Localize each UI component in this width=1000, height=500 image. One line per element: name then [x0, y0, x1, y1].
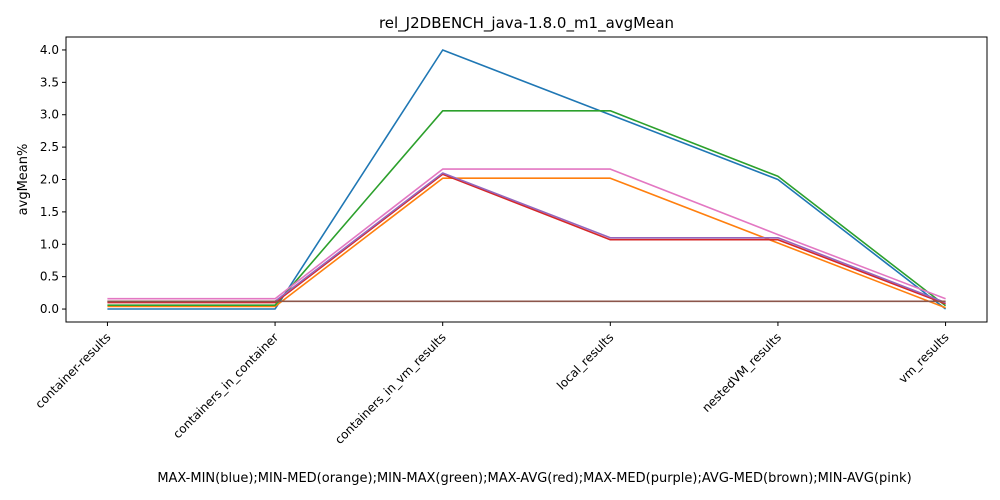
x-tick-label: vm_results [896, 330, 952, 386]
x-tick-label: containers_in_vm_results [332, 330, 449, 447]
plot-frame [65, 36, 988, 323]
x-tick-label: container-results [33, 330, 114, 411]
y-axis: 0.0 0.5 1.0 1.5 2.0 2.5 3.0 3.5 4.0 [40, 43, 66, 316]
y-axis-title: avgMean% [16, 144, 31, 216]
x-tick-label: containers_in_container [170, 330, 281, 441]
series-layer [107, 49, 947, 310]
x-axis-title: MAX-MIN(blue);MIN-MED(orange);MIN-MAX(gr… [157, 471, 911, 486]
y-tick-label: 2.5 [40, 140, 59, 154]
y-tick-label: 3.5 [40, 75, 59, 89]
x-tick-label: local_results [554, 330, 616, 392]
y-tick-label: 0.5 [40, 270, 59, 284]
y-tick-label: 4.0 [40, 43, 59, 57]
y-tick-label: 0.0 [40, 302, 59, 316]
chart-title: rel_J2DBENCH_java-1.8.0_m1_avgMean [379, 14, 674, 33]
series-line-1 [107, 177, 946, 309]
series-line-6 [107, 168, 946, 300]
y-tick-label: 3.0 [40, 108, 59, 122]
x-axis: container-results containers_in_container… [33, 322, 952, 447]
series-line-4 [107, 172, 946, 304]
series-line-2 [107, 110, 947, 307]
y-tick-label: 1.5 [40, 205, 59, 219]
series-line-0 [107, 49, 947, 310]
y-tick-label: 1.0 [40, 237, 59, 251]
y-tick-label: 2.0 [40, 173, 59, 187]
series-line-3 [107, 173, 946, 305]
x-tick-label: nestedVM_results [699, 330, 784, 415]
